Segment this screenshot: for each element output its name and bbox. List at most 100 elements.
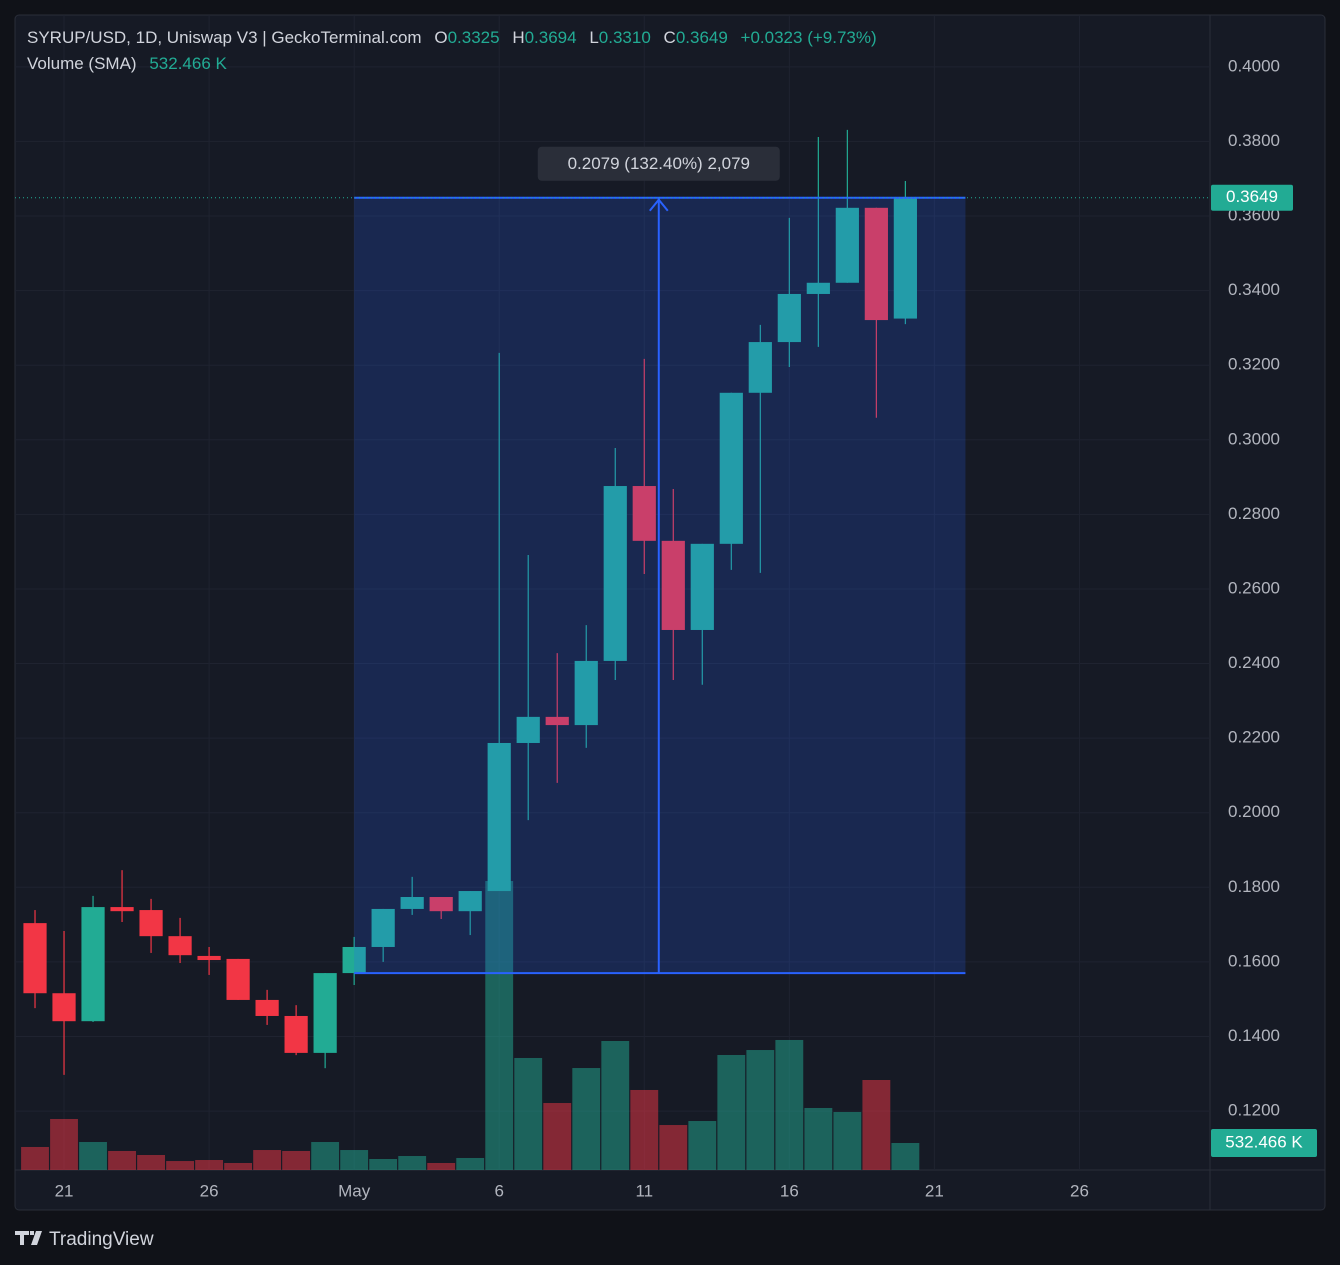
x-tick-label: 26 xyxy=(200,1181,219,1200)
measure-label: 0.2079 (132.40%) 2,079 xyxy=(568,154,750,173)
ohlc-value: 0.3310 xyxy=(599,28,651,47)
volume-legend: Volume (SMA) 532.466 K xyxy=(27,54,228,73)
x-tick-label: May xyxy=(338,1181,371,1200)
volume-bar xyxy=(775,1039,804,1170)
volume-bar xyxy=(717,1054,746,1170)
volume-bar xyxy=(21,1146,49,1170)
x-tick-label: 21 xyxy=(925,1181,944,1200)
header: SYRUP/USD, 1D, Uniswap V3 | GeckoTermina… xyxy=(27,28,877,47)
volume-bar xyxy=(340,1150,369,1170)
plot xyxy=(15,129,1210,1170)
x-tick-label: 21 xyxy=(55,1181,74,1200)
volume-bar xyxy=(195,1160,224,1170)
volume-bar xyxy=(282,1150,311,1170)
candle-body xyxy=(661,540,685,630)
volume-bar xyxy=(79,1142,107,1170)
measure-box xyxy=(354,197,966,974)
ohlc-value: 0.3649 xyxy=(676,28,728,47)
volume-bar xyxy=(369,1158,398,1170)
volume-bar xyxy=(804,1107,833,1170)
candle-body xyxy=(516,716,540,743)
volume-bar xyxy=(688,1121,717,1170)
ohlc-key: H xyxy=(512,28,524,47)
y-tick-label: 0.4000 xyxy=(1228,56,1280,75)
candle-body xyxy=(255,999,279,1016)
x-tick-label: 16 xyxy=(780,1181,799,1200)
candle-body xyxy=(690,543,714,630)
y-tick-label: 0.3000 xyxy=(1228,429,1280,448)
candle-body xyxy=(168,936,192,956)
volume-bar xyxy=(862,1079,891,1170)
y-tick-label: 0.3400 xyxy=(1228,280,1280,299)
y-tick-label: 0.1800 xyxy=(1228,877,1280,896)
volume-bar xyxy=(601,1040,630,1170)
ohlc-key: L xyxy=(589,28,598,47)
symbol-title: SYRUP/USD, 1D, Uniswap V3 | GeckoTermina… xyxy=(27,28,422,47)
volume-bar xyxy=(630,1089,659,1170)
candle-body xyxy=(835,207,859,283)
volume-bar xyxy=(166,1161,195,1170)
volume-bar xyxy=(253,1150,282,1170)
x-tick-label: 26 xyxy=(1070,1181,1089,1200)
y-tick-label: 0.2600 xyxy=(1228,578,1280,597)
candle-body xyxy=(197,955,221,961)
ohlc-key: O xyxy=(434,28,447,47)
volume-bar xyxy=(108,1150,136,1170)
volume-bar xyxy=(485,881,514,1170)
candle-body xyxy=(574,660,598,726)
volume-bar xyxy=(137,1154,165,1170)
change: +0.0323 (+9.73%) xyxy=(741,28,877,47)
candle-body xyxy=(603,486,627,661)
y-tick-label: 0.2800 xyxy=(1228,504,1280,523)
ohlc-value: 0.3694 xyxy=(525,28,577,47)
candle-body xyxy=(313,973,337,1053)
volume-bar xyxy=(891,1142,920,1170)
candle-body xyxy=(632,486,656,541)
candle-body xyxy=(777,293,801,343)
candle-body xyxy=(23,923,47,994)
volume-bar xyxy=(311,1142,340,1170)
candle-body xyxy=(371,908,395,947)
volume-bar xyxy=(224,1163,253,1170)
candle-body xyxy=(110,907,134,912)
x-tick-label: 11 xyxy=(635,1181,653,1200)
y-tick-label: 0.1200 xyxy=(1228,1101,1280,1120)
candle-body xyxy=(226,958,250,1000)
volume-bar xyxy=(398,1156,427,1170)
grid xyxy=(15,15,1210,1170)
y-tick-label: 0.3200 xyxy=(1228,355,1280,374)
candle-body xyxy=(81,907,105,1022)
volume-bar xyxy=(746,1050,775,1170)
candle-body xyxy=(458,891,482,912)
y-tick-label: 0.3800 xyxy=(1228,131,1280,150)
candle-body xyxy=(52,993,76,1022)
candle-body xyxy=(400,897,424,909)
candle-body xyxy=(545,716,569,726)
volume-bar xyxy=(833,1111,862,1170)
candle-body xyxy=(487,742,511,892)
candle-body xyxy=(748,342,772,393)
volume-bar xyxy=(514,1057,543,1170)
volume-tag-bg xyxy=(1211,1128,1317,1157)
x-tick-label: 6 xyxy=(494,1181,503,1200)
volume-value: 532.466 K xyxy=(149,54,227,73)
volume-bar xyxy=(456,1157,485,1170)
candle-body xyxy=(139,910,163,937)
y-tick-label: 0.2400 xyxy=(1228,653,1280,672)
y-tick-label: 0.2000 xyxy=(1228,802,1280,821)
candle-body xyxy=(893,197,917,319)
ohlc-value: 0.3325 xyxy=(448,28,500,47)
volume-bar xyxy=(427,1163,456,1170)
measure-arrowhead xyxy=(649,198,669,212)
candle-body xyxy=(342,946,366,974)
y-tick-label: 0.1400 xyxy=(1228,1026,1280,1045)
candle-body xyxy=(719,392,743,544)
candle-body xyxy=(864,207,888,321)
volume-bar xyxy=(572,1068,601,1170)
y-tick-label: 0.1600 xyxy=(1228,951,1280,970)
volume-bar xyxy=(659,1125,688,1170)
volume-tag: 532.466 K xyxy=(1225,1132,1303,1151)
candle-body xyxy=(806,282,830,294)
y-tick-label: 0.2200 xyxy=(1228,728,1280,747)
